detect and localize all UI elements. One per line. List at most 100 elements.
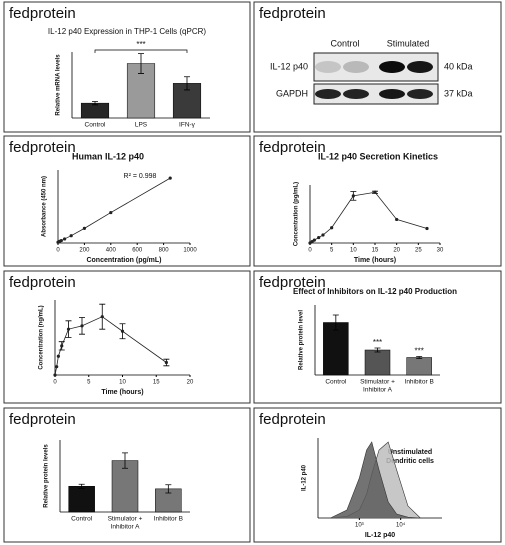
point [164, 360, 168, 365]
band [407, 61, 433, 73]
bracket [94, 49, 188, 53]
bar [364, 349, 391, 376]
error-bar [165, 484, 172, 494]
panel-label: fedprotein [9, 411, 76, 428]
x-tick-label: Inhibitor B [405, 379, 434, 386]
point [100, 315, 104, 319]
point [373, 190, 377, 194]
band [315, 61, 341, 73]
x-tick-label: 600 [132, 248, 143, 254]
point [55, 365, 59, 369]
annotation: R² = 0.998 [124, 173, 157, 180]
significance: *** [373, 338, 382, 347]
panel-label: fedprotein [9, 5, 76, 22]
band [343, 61, 369, 73]
chart-title: IL-12 p40 Secretion Kinetics [318, 151, 438, 161]
point [168, 176, 172, 180]
x-tick-label: 10³ [355, 523, 364, 529]
x-tick-label: Control [85, 122, 107, 129]
bar [126, 63, 156, 119]
chart-title: Human IL-12 p40 [72, 151, 144, 161]
chart-title: IL-12 p40 Expression in THP-1 Cells (qPC… [48, 27, 206, 36]
bar [68, 486, 95, 513]
panel-border [3, 270, 251, 404]
y-axis-label: Concentration (ng/mL) [39, 305, 45, 369]
size-label: 37 kDa [444, 88, 473, 98]
point [395, 217, 399, 222]
x-tick-label: 0 [56, 248, 60, 254]
point [109, 210, 113, 215]
panel-label: fedprotein [259, 274, 326, 291]
x-tick-label: 10⁴ [396, 522, 406, 529]
point [53, 373, 57, 377]
x-tick-label: 10 [350, 248, 357, 254]
point [321, 233, 325, 237]
point [56, 354, 60, 358]
point [317, 235, 321, 240]
panel-border [253, 407, 502, 543]
point [120, 329, 125, 333]
bar [406, 357, 432, 376]
x-tick-label: 15 [153, 380, 160, 386]
lane-label: Control [330, 38, 359, 48]
bar [80, 102, 110, 119]
x-tick-label: 20 [393, 248, 400, 254]
blot-frame [313, 83, 439, 105]
x-tick-label: 25 [415, 248, 422, 254]
significance: *** [414, 347, 423, 356]
error-bar [78, 483, 85, 489]
x-tick-label: 0 [53, 380, 57, 386]
panel-border [3, 1, 251, 133]
y-axis-label: Absorbance (450 nm) [42, 176, 48, 237]
bar [323, 322, 349, 376]
band [379, 89, 405, 99]
panel-label: fedprotein [259, 411, 326, 428]
panel-border [253, 135, 502, 267]
point [80, 324, 84, 328]
x-tick-label: 1000 [183, 248, 197, 254]
x-tick-label: 20 [187, 380, 194, 386]
x-tick-label: 30 [437, 248, 444, 254]
band [343, 89, 369, 99]
point [59, 238, 63, 243]
panel-label: fedprotein [259, 139, 326, 156]
x-tick-label: Inhibitor A [111, 524, 141, 531]
x-tick-label: 200 [79, 248, 90, 254]
x-tick-label: Stimulator + [108, 516, 143, 523]
x-tick-label: LPS [135, 122, 148, 129]
point [63, 237, 67, 241]
significance: *** [136, 40, 145, 49]
y-axis-label: Relative mRNA levels [56, 54, 62, 116]
error-bar [92, 101, 98, 106]
annotation: Unstimulated [388, 449, 432, 456]
x-tick-label: 10 [119, 380, 126, 386]
x-axis-label: IL-12 p40 [365, 532, 395, 539]
chart-title: Effect of Inhibitors on IL-12 p40 Produc… [293, 287, 457, 296]
error-bar [416, 356, 423, 359]
y-axis-label: Concentration (pg/mL) [294, 182, 300, 246]
panel-label: fedprotein [9, 274, 76, 291]
row-label: GAPDH [276, 88, 308, 98]
histogram-area [330, 441, 421, 519]
x-tick-label: Inhibitor A [363, 387, 393, 394]
point [69, 234, 73, 238]
x-tick-label: 15 [372, 248, 379, 254]
lane-label: Stimulated [387, 38, 430, 48]
annotation: Dendritic cells [386, 458, 434, 465]
row-label: IL-12 p40 [270, 61, 308, 71]
band [407, 89, 433, 99]
panel-label: fedprotein [259, 5, 326, 22]
bar [111, 460, 139, 513]
band [315, 89, 341, 99]
point [351, 194, 355, 198]
point [425, 226, 429, 231]
line [54, 316, 167, 376]
line [57, 177, 171, 243]
error-bar [374, 347, 381, 353]
panel-label: fedprotein [9, 139, 76, 156]
x-axis-label: Time (hours) [354, 257, 396, 264]
x-tick-label: 800 [159, 248, 170, 254]
point [312, 238, 316, 242]
point [66, 327, 71, 331]
